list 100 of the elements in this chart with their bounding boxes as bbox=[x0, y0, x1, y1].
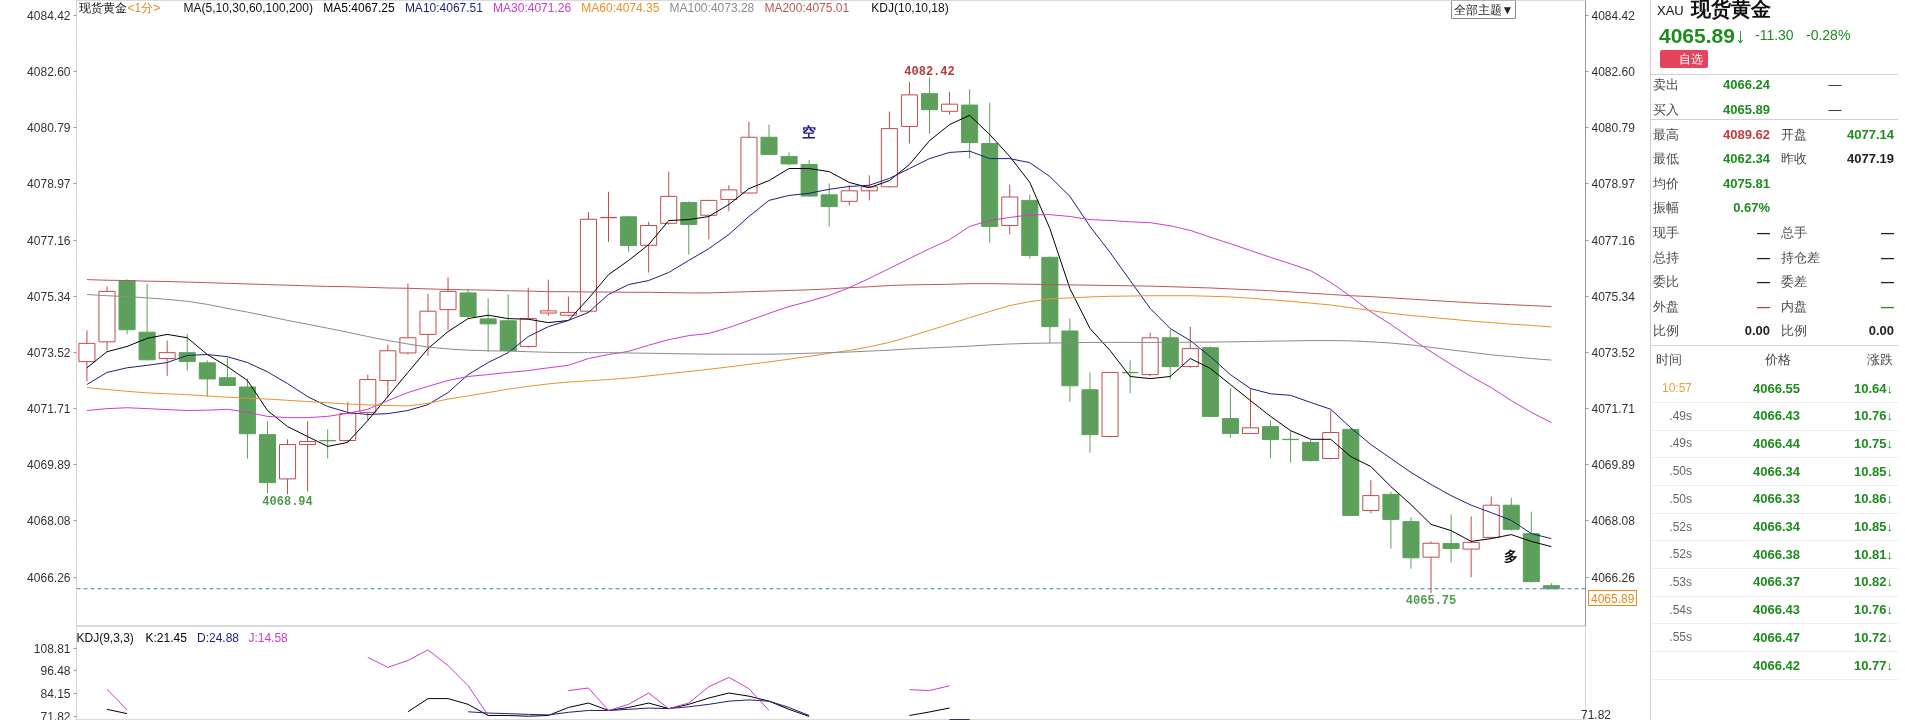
y-tick-label: 84.15 bbox=[40, 687, 71, 702]
text: 10:57 4066.55 10.64↓ bbox=[1661, 380, 1893, 396]
annotation: 4082.42 bbox=[904, 65, 955, 80]
text: D:24.88 bbox=[196, 630, 240, 645]
y-tick-label: 4084.42 bbox=[27, 8, 71, 23]
text: 均价 4075.81 bbox=[1653, 175, 1770, 191]
text: 4066.42 10.77↓ bbox=[1753, 657, 1893, 673]
candlestick bbox=[941, 91, 959, 116]
y2-tick-label: 4080.79 bbox=[1591, 121, 1636, 136]
candlestick bbox=[840, 184, 858, 206]
annotation: 4065.75 bbox=[1405, 594, 1457, 609]
candlestick bbox=[299, 420, 317, 493]
text: 时间 价格 涨跌 bbox=[1656, 351, 1893, 367]
text: MA100:4073.28 bbox=[669, 0, 755, 15]
text: 外盘 — 内盘 — bbox=[1653, 298, 1894, 314]
y-tick-label: 71.82 bbox=[40, 709, 71, 720]
text: .55s 4066.47 10.72↓ bbox=[1669, 629, 1893, 645]
y-tick-label: 4080.79 bbox=[27, 121, 71, 136]
candlestick bbox=[218, 357, 236, 387]
y-tick-label: 4069.89 bbox=[27, 458, 71, 473]
text: 比例 0.00 比例 0.00 bbox=[1653, 323, 1894, 339]
text: 现手 — 总手 — bbox=[1653, 224, 1894, 240]
y2-tick-label: 4082.60 bbox=[1591, 65, 1636, 80]
candlestick bbox=[78, 329, 96, 382]
text: K:21.45 bbox=[145, 630, 188, 645]
candlestick bbox=[1221, 388, 1239, 439]
text: 委比 — 委差 — bbox=[1653, 274, 1894, 290]
candlestick bbox=[1442, 513, 1460, 563]
y-tick-label: 4066.26 bbox=[27, 570, 71, 585]
candlestick bbox=[1262, 419, 1280, 459]
y-tick-label: 4077.16 bbox=[27, 233, 71, 248]
y2-tick-label: 4078.97 bbox=[1591, 177, 1636, 192]
text: .50s 4066.34 10.85↓ bbox=[1669, 463, 1893, 479]
candlestick bbox=[720, 184, 738, 212]
y2-tick-label: 4069.89 bbox=[1591, 458, 1636, 473]
text: J:14.58 bbox=[248, 630, 289, 645]
ref-line-label: 4065.89 bbox=[1588, 590, 1638, 607]
text: 最低 4062.34 昨收 4077.19 bbox=[1653, 151, 1894, 167]
y2-tick-label: 4075.34 bbox=[1591, 289, 1636, 304]
text: MA200:4075.01 bbox=[764, 0, 850, 15]
text: .54s 4066.43 10.76↓ bbox=[1669, 602, 1893, 618]
line-series bbox=[86, 293, 1552, 361]
text: 卖出 4066.24 — bbox=[1653, 76, 1842, 92]
candlestick bbox=[459, 288, 477, 320]
candlestick bbox=[1181, 326, 1199, 369]
text: .50s 4066.33 10.86↓ bbox=[1669, 491, 1893, 507]
candlestick bbox=[1241, 388, 1259, 435]
text: 买入 4065.89 — bbox=[1653, 101, 1842, 117]
annotation: 全部主题▼ bbox=[1453, 2, 1514, 17]
candlestick bbox=[1422, 540, 1440, 594]
text: XAU 现货黄金 bbox=[1657, 0, 1771, 22]
y2-tick-label: 4073.52 bbox=[1591, 346, 1636, 361]
candlestick bbox=[700, 199, 718, 240]
candlestick bbox=[760, 124, 778, 156]
line-series bbox=[86, 295, 1552, 407]
candlestick bbox=[820, 182, 838, 227]
text: .49s 4066.44 10.75↓ bbox=[1669, 435, 1893, 451]
candlestick bbox=[920, 76, 939, 135]
y2-tick-label: 4068.08 bbox=[1591, 514, 1636, 529]
y-tick-label: 4068.08 bbox=[27, 514, 71, 529]
y-tick-label: 4073.52 bbox=[27, 346, 71, 361]
y-tick-label: 96.48 bbox=[40, 664, 71, 679]
y2-tick-label: 4066.26 bbox=[1591, 570, 1636, 585]
text: MA60:4074.35 bbox=[581, 0, 660, 15]
candlestick bbox=[479, 297, 497, 353]
candlestick bbox=[640, 221, 658, 273]
text: .49s 4066.43 10.76↓ bbox=[1669, 408, 1893, 424]
candlestick bbox=[198, 359, 216, 398]
chart-subtitle: <1分> bbox=[127, 0, 161, 15]
annotation: 4068.94 bbox=[262, 495, 313, 510]
candlestick bbox=[158, 340, 176, 377]
line-series bbox=[86, 214, 1552, 424]
text: MA30:4071.26 bbox=[493, 0, 572, 15]
text: 总持 — 持仓差 — bbox=[1653, 249, 1894, 265]
text: 71.82 bbox=[1581, 707, 1612, 720]
y2-tick-label: 4071.71 bbox=[1591, 402, 1636, 417]
text: 振幅 0.67% bbox=[1653, 200, 1770, 216]
text: 自选 bbox=[1660, 50, 1708, 68]
text: MA10:4067.51 bbox=[404, 0, 484, 15]
y2-tick-label: 4084.42 bbox=[1591, 8, 1636, 23]
candlestick bbox=[1362, 479, 1380, 514]
y-tick-label: 4071.71 bbox=[27, 402, 71, 417]
y-tick-label: 108.81 bbox=[33, 641, 71, 656]
candlestick bbox=[1302, 439, 1320, 463]
annotation: KDJ(10,10,18) bbox=[871, 0, 949, 15]
chart-title: 现货黄金 bbox=[78, 0, 127, 15]
text: .52s 4066.38 10.81↓ bbox=[1669, 546, 1893, 562]
annotation: 多 bbox=[1504, 547, 1519, 564]
annotation: 空 bbox=[802, 123, 817, 140]
y-tick-label: 4078.97 bbox=[27, 177, 71, 192]
legend-title: MA(5,10,30,60,100,200) bbox=[183, 0, 313, 15]
y2-tick-label: 4077.16 bbox=[1591, 233, 1636, 248]
candlestick bbox=[680, 200, 698, 256]
legend-title: KDJ(9,3,3) bbox=[76, 630, 134, 645]
candlestick bbox=[419, 293, 437, 357]
text: MA5:4067.25 bbox=[323, 0, 396, 15]
text: 4065.89↓ -11.30 -0.28% bbox=[1659, 22, 1851, 49]
text: 最高 4089.62 开盘 4077.14 bbox=[1653, 126, 1894, 142]
text: .53s 4066.37 10.82↓ bbox=[1669, 574, 1893, 590]
y-tick-label: 4075.34 bbox=[27, 289, 71, 304]
